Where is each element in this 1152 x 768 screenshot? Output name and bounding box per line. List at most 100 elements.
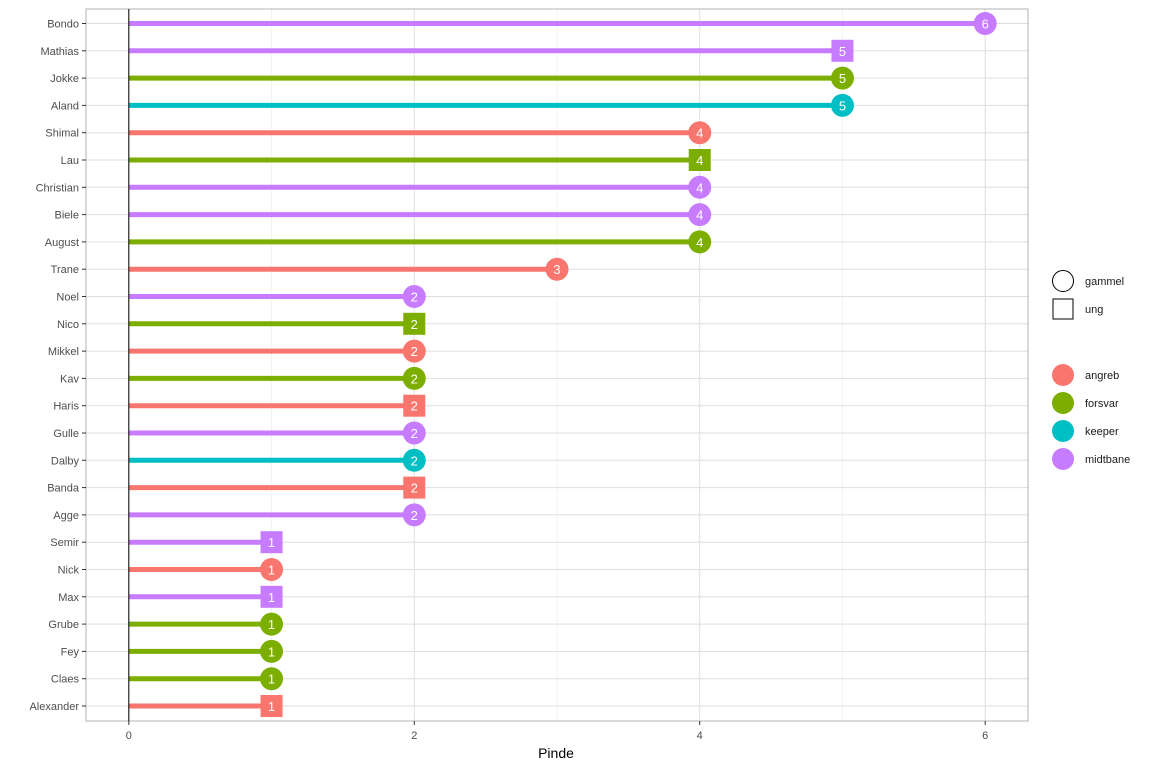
lollipop-circle-marker <box>260 558 284 581</box>
value-label: 4 <box>696 126 703 141</box>
y-tick-label: Agge <box>53 510 79 522</box>
value-label: 3 <box>553 262 560 277</box>
x-axis-title: Pinde <box>538 745 574 761</box>
value-label: 1 <box>268 535 275 550</box>
lollipop-square-marker <box>260 695 283 717</box>
y-tick-label: Shimal <box>45 128 79 140</box>
legend: gammel ung angreb forsvar keeper midtbane <box>1052 270 1130 470</box>
value-label: 5 <box>839 44 846 59</box>
value-label: 1 <box>268 590 275 605</box>
y-tick-label: Jokke <box>50 73 79 85</box>
chart-marks: 6 5 5 5 4 4 4 4 4 3 2 2 2 2 2 2 2 2 2 1 1 1 1 1 1 1 <box>128 12 997 717</box>
y-tick-label: Haris <box>53 401 79 413</box>
lollipop-circle-marker <box>402 421 426 445</box>
value-label: 5 <box>839 98 846 113</box>
lollipop-square-marker <box>260 531 283 554</box>
lollipop-square-marker <box>260 585 283 608</box>
lollipop-square-marker <box>831 39 854 62</box>
lollipop-circle-marker <box>973 12 997 35</box>
color-legend-label: angreb <box>1085 370 1119 382</box>
y-tick-label: Alexander <box>29 701 79 713</box>
y-tick-label: Banda <box>47 483 80 495</box>
lollipop-circle-marker <box>260 639 284 663</box>
x-tick-label: 2 <box>411 730 417 742</box>
color-legend-dot-key <box>1052 420 1074 442</box>
value-label: 2 <box>411 426 418 441</box>
y-tick-label: Mikkel <box>48 346 79 358</box>
value-label: 5 <box>839 71 846 86</box>
lollipop-square-marker <box>688 149 711 171</box>
value-label: 4 <box>696 153 703 168</box>
value-label: 2 <box>411 344 418 359</box>
x-tick-label: 6 <box>982 730 988 742</box>
lollipop-circle-marker <box>688 175 712 199</box>
value-label: 2 <box>411 371 418 386</box>
lollipop-circle-marker <box>260 667 284 691</box>
value-label: 4 <box>696 180 703 195</box>
lollipop-square-marker <box>403 394 426 417</box>
y-tick-label: Claes <box>51 674 80 686</box>
lollipop-circle-marker <box>402 366 426 390</box>
lollipop-square-marker <box>403 476 426 499</box>
y-tick-label: Dalby <box>51 455 80 467</box>
y-tick-label: Fey <box>61 646 80 658</box>
value-label: 4 <box>696 208 703 223</box>
color-legend-dot-key <box>1052 392 1074 414</box>
value-label: 2 <box>411 508 418 523</box>
y-tick-label: Aland <box>51 100 79 112</box>
value-label: 1 <box>268 699 275 714</box>
y-tick-label: Grube <box>48 619 79 631</box>
y-tick-label: Trane <box>51 264 79 276</box>
lollipop-circle-marker <box>402 339 426 363</box>
y-tick-label: Biele <box>55 210 79 222</box>
color-legend-label: midtbane <box>1085 454 1130 466</box>
lollipop-circle-marker <box>688 203 712 227</box>
x-tick-label: 4 <box>697 730 703 742</box>
color-legend-dot-key <box>1052 364 1074 386</box>
lollipop-circle-marker <box>402 503 426 527</box>
y-tick-label: August <box>45 237 79 249</box>
y-tick-label: Semir <box>50 537 79 549</box>
value-label: 1 <box>268 672 275 687</box>
value-label: 2 <box>411 453 418 468</box>
y-tick-label: Kav <box>60 373 79 385</box>
shape-legend-square-key <box>1052 298 1074 320</box>
lollipop-circle-marker <box>402 448 426 472</box>
shape-legend-circle-key <box>1052 270 1074 292</box>
y-tick-label: Lau <box>61 155 79 167</box>
value-label: 2 <box>411 317 418 332</box>
value-label: 6 <box>982 17 989 32</box>
y-tick-label: Bondo <box>47 19 79 31</box>
color-legend-label: forsvar <box>1085 398 1119 410</box>
x-tick-label: 0 <box>126 730 132 742</box>
y-tick-label: Noel <box>56 292 79 304</box>
lollipop-circle-marker <box>830 93 854 117</box>
lollipop-circle-marker <box>260 612 284 636</box>
lollipop-circle-marker <box>402 285 426 308</box>
value-label: 1 <box>268 644 275 659</box>
shape-legend-label: ung <box>1085 304 1103 316</box>
y-tick-label: Max <box>58 592 79 604</box>
y-tick-label: Nick <box>58 565 80 577</box>
color-legend-label: keeper <box>1085 426 1119 438</box>
lollipop-square-marker <box>403 312 426 335</box>
value-label: 2 <box>411 399 418 414</box>
y-tick-label: Mathias <box>40 46 79 58</box>
y-tick-label: Nico <box>57 319 79 331</box>
value-label: 2 <box>411 290 418 305</box>
lollipop-circle-marker <box>545 257 569 281</box>
value-label: 4 <box>696 235 703 250</box>
color-legend-dot-key <box>1052 448 1074 470</box>
value-label: 2 <box>411 481 418 496</box>
value-label: 1 <box>268 563 275 578</box>
lollipop-circle-marker <box>688 230 712 254</box>
lollipop-circle-marker <box>688 121 712 145</box>
value-label: 1 <box>268 617 275 632</box>
y-tick-label: Gulle <box>53 428 79 440</box>
y-tick-label: Christian <box>36 182 79 194</box>
shape-legend-label: gammel <box>1085 276 1124 288</box>
lollipop-circle-marker <box>830 66 854 90</box>
panel-border <box>85 8 1029 722</box>
